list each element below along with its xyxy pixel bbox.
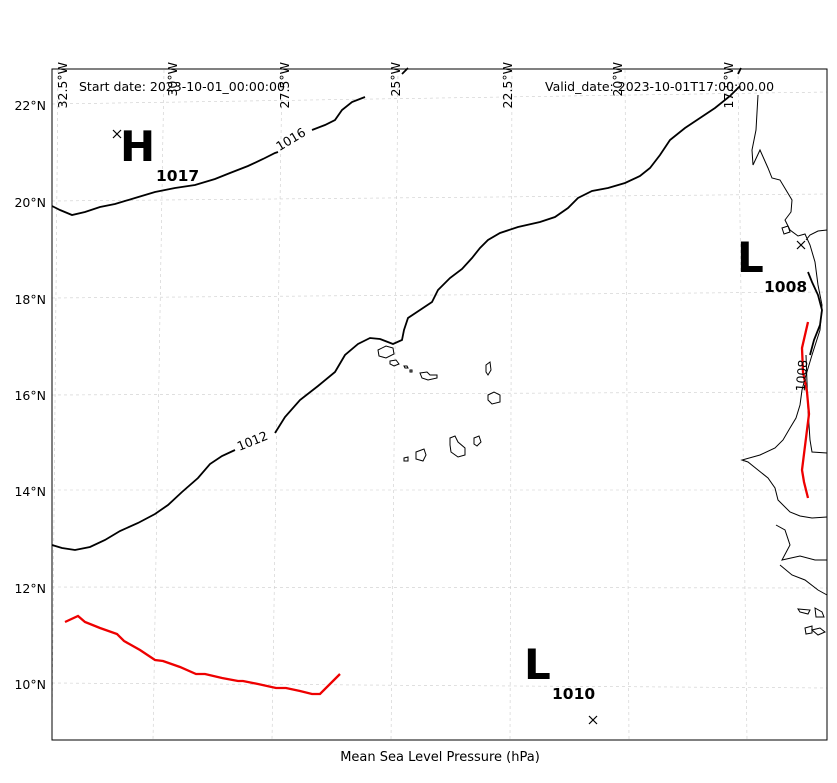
lat-tick-label: 16°N <box>14 388 46 403</box>
isobar-1008-line <box>807 271 823 356</box>
start-date-label: Start date: 2023-10-01_00:00:00 <box>79 79 285 94</box>
high-center-letter: H <box>120 122 155 171</box>
lon-tick-label: 25°W <box>388 62 403 97</box>
lat-tick-label: 12°N <box>14 581 46 596</box>
isobar-label-1012: 1012 <box>235 428 270 454</box>
isobar-label-1008: 1008 <box>793 359 811 392</box>
low-center-value-1008: 1008 <box>764 278 807 296</box>
isobars <box>51 67 823 551</box>
variable-label: Mean Sea Level Pressure (hPa) <box>340 750 540 765</box>
lon-tick-label: 22.5°W <box>500 62 515 108</box>
latitude-tick-labels: 22°N 20°N 18°N 16°N 14°N 12°N 10°N <box>14 98 46 692</box>
lat-tick-label: 10°N <box>14 677 46 692</box>
lat-tick-label: 20°N <box>14 195 46 210</box>
high-center-marker <box>112 129 122 139</box>
lon-tick-label: 30°W <box>165 62 180 97</box>
low-center-letter-1008: L <box>737 233 764 282</box>
low-center-value-1010: 1010 <box>552 685 595 703</box>
isobar-label-1016: 1016 <box>273 124 308 153</box>
isobar-1016-line <box>51 151 279 216</box>
cape-verde-islands <box>377 345 501 462</box>
low-center-marker-1010 <box>588 715 598 725</box>
low-center-letter-1010: L <box>524 640 551 689</box>
valid-date-label: Valid_date: 2023-10-01T17:00:00.00 <box>545 79 774 94</box>
isobar-1012-line <box>51 449 236 551</box>
lon-tick-label: 27.5°W <box>277 62 292 108</box>
front-west <box>64 614 341 696</box>
lon-tick-label: 17.5°W <box>721 62 736 108</box>
lon-tick-label: 20°W <box>610 62 625 97</box>
contour-labels: 1016 1012 1008 <box>235 124 811 453</box>
lat-tick-label: 18°N <box>14 292 46 307</box>
front-east <box>800 321 811 499</box>
low-center-marker-1008 <box>796 240 806 250</box>
fronts <box>64 321 811 696</box>
gridlines <box>51 69 828 741</box>
lat-tick-label: 22°N <box>14 98 46 113</box>
high-center-value: 1017 <box>156 167 199 185</box>
african-coastline <box>740 94 828 519</box>
lat-tick-label: 14°N <box>14 484 46 499</box>
map-frame <box>51 68 828 741</box>
pressure-center-labels: H 1017 L 1008 L 1010 <box>120 122 807 703</box>
coastlines <box>740 94 828 636</box>
pressure-center-markers <box>112 129 806 725</box>
lon-tick-label: 32.5°W <box>55 62 70 108</box>
longitude-tick-labels: 32.5°W 30°W 27.5°W 25°W 22.5°W 20°W 17.5… <box>55 62 736 108</box>
